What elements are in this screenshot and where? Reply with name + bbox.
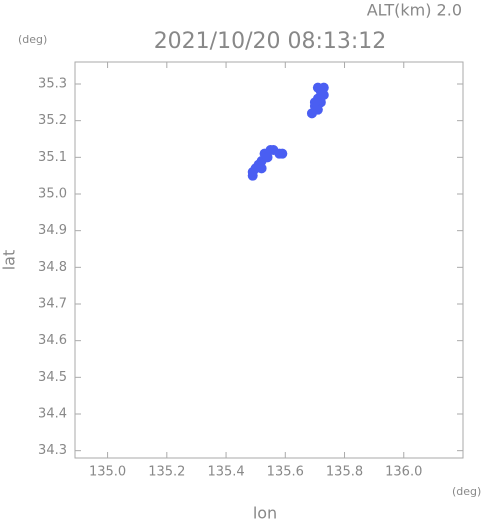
- x-unit: (deg): [452, 485, 481, 498]
- y-tick-label: 35.0: [38, 187, 67, 202]
- echo-point: [262, 152, 273, 163]
- y-unit: (deg): [18, 33, 47, 46]
- y-tick-label: 34.3: [38, 443, 67, 458]
- y-tick-label: 34.6: [38, 333, 67, 348]
- plot-frame: [74, 61, 464, 459]
- y-tick-label: 34.9: [38, 223, 67, 238]
- x-tick-label: 136.0: [385, 465, 422, 480]
- y-tick-label: 35.3: [38, 77, 67, 92]
- echo-point: [256, 163, 267, 174]
- echo-point: [318, 90, 329, 100]
- echo-point: [247, 167, 258, 177]
- x-tick-label: 135.2: [148, 465, 185, 480]
- y-tick-label: 34.4: [38, 407, 67, 422]
- echo-point: [318, 82, 329, 93]
- y-tick-label: 35.2: [38, 113, 67, 128]
- y-axis-label: lat: [0, 250, 19, 271]
- echo-point: [306, 108, 317, 119]
- altitude-label: ALT(km) 2.0: [367, 1, 462, 20]
- echo-point: [277, 148, 288, 159]
- x-tick-label: 135.8: [326, 465, 363, 480]
- x-tick-label: 135.6: [267, 465, 304, 480]
- x-axis-label: lon: [253, 504, 277, 521]
- y-tick-label: 35.1: [38, 150, 67, 165]
- y-tick-label: 34.5: [38, 370, 67, 385]
- y-tick-label: 34.8: [38, 260, 67, 275]
- x-tick-label: 135.4: [207, 465, 244, 480]
- chart-title: 2021/10/20 08:13:12: [154, 29, 387, 54]
- echo-point: [309, 97, 320, 108]
- x-tick-label: 135.0: [89, 465, 126, 480]
- y-tick-label: 34.7: [38, 297, 67, 312]
